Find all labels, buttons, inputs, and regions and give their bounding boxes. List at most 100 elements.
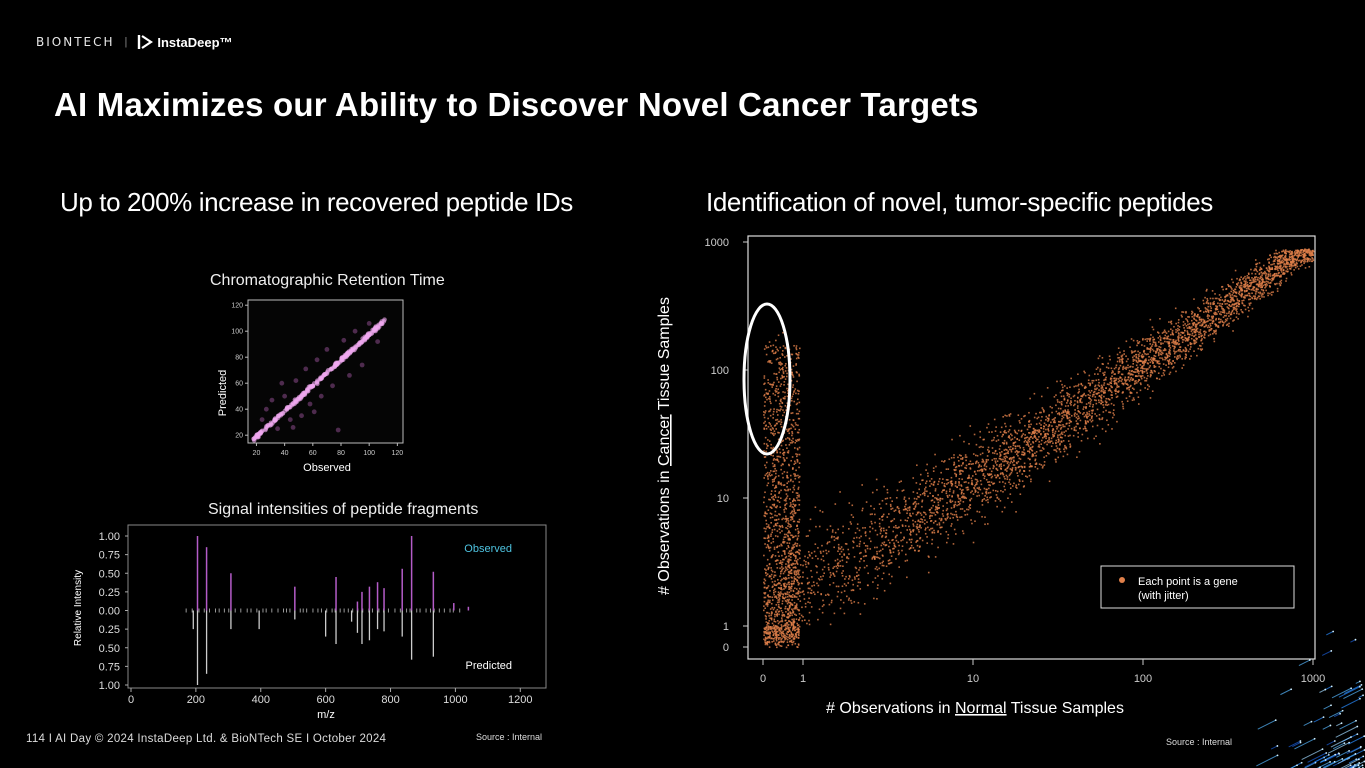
gene-point — [1232, 296, 1234, 299]
gene-point — [809, 592, 812, 594]
gene-point — [831, 531, 834, 533]
gene-point — [896, 489, 899, 492]
gene-point — [1058, 412, 1060, 414]
gene-point — [1244, 290, 1246, 293]
gene-point — [1219, 320, 1222, 323]
gene-point — [1212, 303, 1215, 305]
gene-point — [1204, 310, 1207, 313]
gene-point — [946, 483, 948, 485]
gene-point — [996, 490, 999, 493]
gene-point — [1207, 311, 1210, 314]
gene-point — [1108, 355, 1111, 358]
gene-point — [858, 543, 861, 545]
gene-point — [837, 528, 840, 531]
gene-point — [958, 481, 960, 483]
gene-point — [1019, 446, 1022, 449]
gene-point — [1261, 277, 1264, 280]
gene-point — [1149, 343, 1151, 345]
gene-point — [1141, 361, 1144, 364]
gene-point — [893, 510, 896, 512]
gene-point — [865, 554, 868, 557]
gene-point — [774, 389, 777, 392]
gene-point — [1192, 324, 1195, 327]
gene-point — [1280, 269, 1283, 271]
gene-point — [793, 484, 796, 487]
gene-point — [1135, 364, 1138, 367]
gene-point — [1257, 276, 1259, 279]
gene-point — [769, 635, 771, 638]
gene-point — [1301, 253, 1304, 256]
gene-point — [1098, 395, 1101, 397]
gene-point — [924, 532, 927, 535]
gene-point — [1143, 345, 1146, 347]
gene-point — [1067, 410, 1069, 413]
gene-point — [795, 371, 798, 373]
gene-point — [765, 546, 768, 549]
gene-point — [1305, 248, 1308, 251]
gene-point — [1173, 347, 1175, 350]
gene-point — [1054, 421, 1056, 424]
gene-point — [788, 498, 791, 500]
gene-point — [764, 568, 766, 570]
gene-point — [881, 536, 883, 538]
gene-point — [1104, 430, 1107, 433]
gene-point — [1311, 252, 1314, 255]
gene-point — [788, 581, 790, 584]
gene-point — [1084, 371, 1086, 374]
gene-point — [1040, 419, 1042, 422]
gene-point — [1242, 299, 1245, 302]
gene-point — [1188, 326, 1191, 328]
gene-point — [1118, 359, 1121, 361]
gene-point — [788, 432, 791, 435]
gene-point — [769, 599, 771, 602]
gene-point — [1302, 258, 1305, 261]
gene-point — [1259, 281, 1261, 283]
gene-point — [783, 375, 785, 378]
gene-point — [1201, 342, 1204, 345]
gene-point — [787, 480, 790, 483]
gene-point — [1061, 436, 1063, 439]
gene-point — [785, 585, 787, 588]
gene-point — [1115, 364, 1118, 367]
gene-point — [1202, 321, 1205, 324]
gene-point — [1196, 330, 1199, 333]
gene-point — [1083, 392, 1085, 395]
gene-point — [781, 563, 783, 566]
gene-point — [1042, 448, 1045, 450]
gene-point — [1121, 362, 1124, 364]
gene-point — [1294, 250, 1296, 253]
gene-point — [836, 595, 839, 598]
gene-point — [1091, 379, 1093, 382]
gene-point — [786, 428, 788, 431]
gene-point — [960, 454, 962, 457]
gene-point — [794, 528, 797, 531]
gene-point — [765, 611, 768, 614]
gene-point — [789, 586, 792, 589]
gene-point — [864, 544, 867, 547]
gene-point — [829, 571, 832, 574]
gene-point — [796, 537, 799, 540]
gene-point — [995, 426, 997, 428]
gene-point — [775, 611, 777, 613]
gene-point — [921, 521, 924, 523]
gene-point — [1025, 436, 1027, 439]
gene-point — [882, 572, 885, 575]
gene-point — [821, 611, 824, 614]
gene-point — [1095, 388, 1097, 391]
gene-point — [1252, 289, 1255, 291]
gene-point — [796, 497, 798, 499]
gene-point — [765, 450, 767, 453]
gene-point — [1203, 334, 1206, 336]
logo-separator: | — [124, 36, 128, 48]
gene-point — [763, 527, 766, 530]
gene-point — [796, 563, 799, 565]
gene-point — [1081, 395, 1084, 398]
gene-point — [1248, 294, 1251, 297]
gene-point — [795, 545, 798, 547]
gene-point — [1023, 452, 1026, 454]
gene-point — [888, 573, 890, 576]
gene-point — [784, 592, 786, 595]
gene-point — [839, 560, 841, 563]
gene-point — [1280, 282, 1282, 284]
gene-point — [1176, 357, 1178, 359]
